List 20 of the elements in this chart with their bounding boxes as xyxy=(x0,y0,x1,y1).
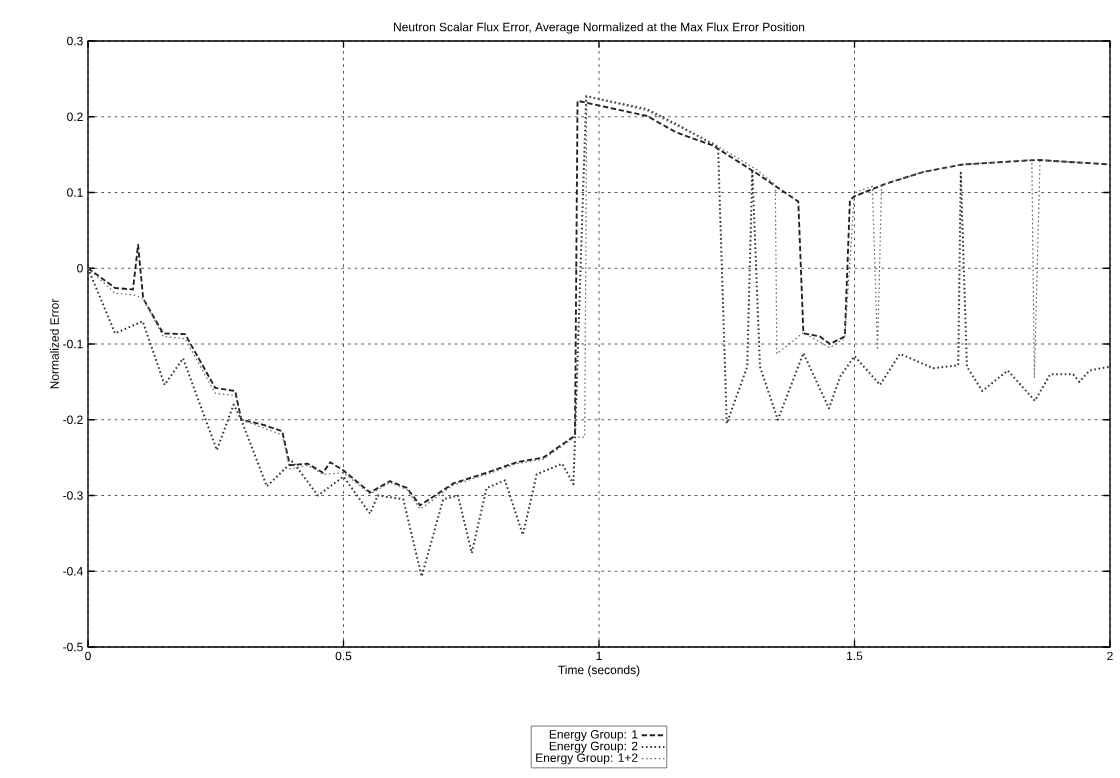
y-tick-label: -0.4 xyxy=(63,567,83,576)
y-tick-label: 0.2 xyxy=(67,112,83,122)
y-tick-label: -0.1 xyxy=(63,339,83,349)
y-tick-label: 0.1 xyxy=(67,188,83,197)
x-axis-title: Time (seconds) xyxy=(558,665,640,677)
y-tick-label: 0 xyxy=(77,264,83,273)
x-tick-label: 1 xyxy=(596,651,602,660)
y-axis-title: Normalized Error xyxy=(49,298,59,389)
chart-title: Neutron Scalar Flux Error, Average Normalized at the Max Flux Error Position xyxy=(394,22,805,34)
x-tick-label: 0.5 xyxy=(335,651,352,661)
y-tick-label: -0.2 xyxy=(63,415,83,425)
x-tick-label: 0 xyxy=(85,651,91,661)
legend-label: Energy Group: 1 xyxy=(549,730,638,741)
x-tick-label: 2 xyxy=(1107,651,1113,661)
y-tick-label: -0.3 xyxy=(63,491,83,500)
legend-label: Energy Group: 1+2 xyxy=(536,753,638,765)
y-tick-label: -0.5 xyxy=(63,642,83,652)
legend-label: Energy Group: 2 xyxy=(549,741,638,753)
x-tick-label: 1.5 xyxy=(847,651,863,661)
y-tick-label: 0.3 xyxy=(67,36,83,46)
